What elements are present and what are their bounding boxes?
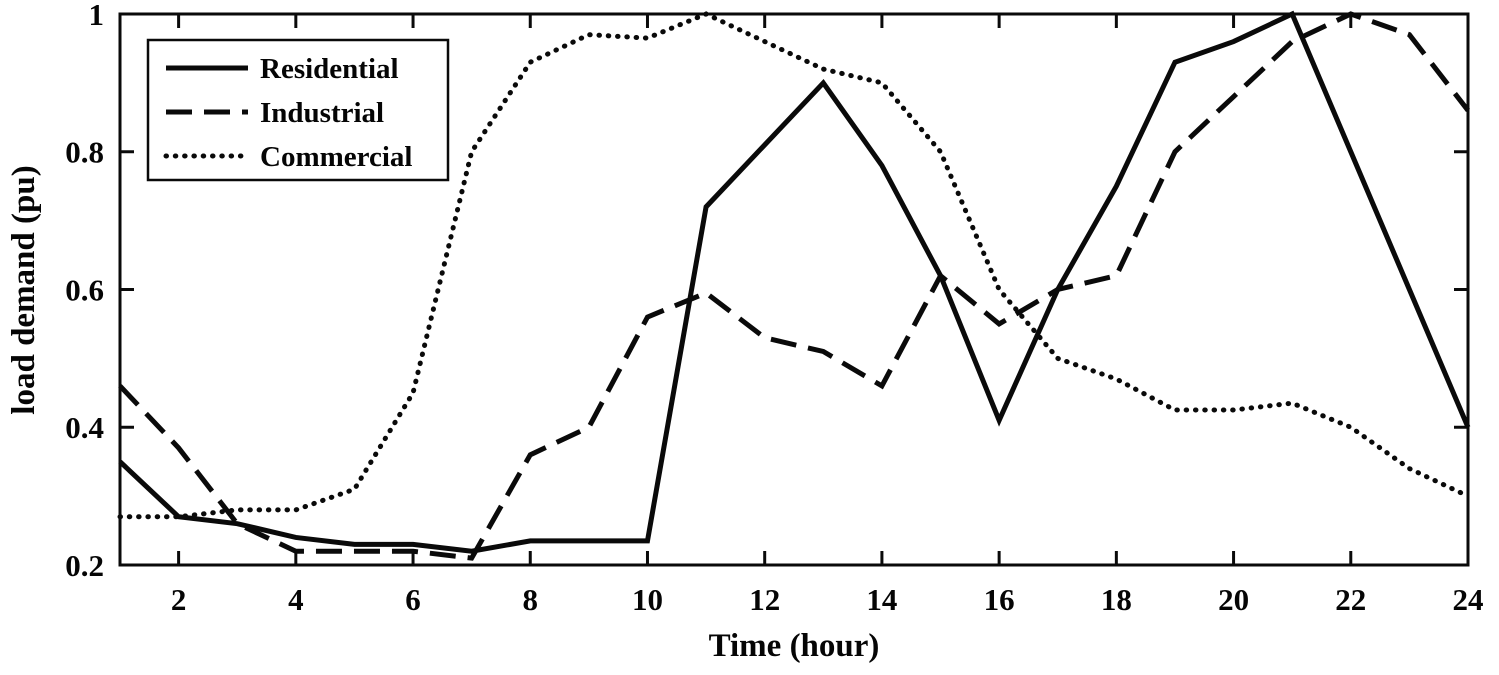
y-axis: 0.2 0.4 0.6 0.8 1 [65,0,1468,583]
x-axis-label: Time (hour) [709,628,880,664]
y-tick-label: 0.2 [65,548,104,583]
legend-label-commercial: Commercial [260,141,412,173]
x-tick-label: 10 [632,582,663,617]
x-tick-label: 20 [1218,582,1249,617]
legend-box [146,38,450,182]
chart-layers: 2 4 6 8 10 12 14 16 18 20 22 240.20.40.60.81Residen… [65,0,1483,617]
x-tick-label: 6 [405,582,421,617]
series-commercial [117,11,1471,520]
y-tick-label: 0.8 [65,135,104,170]
y-tick-label: 0.6 [65,272,104,307]
y-tick-label: 0.4 [65,410,104,445]
x-tick-label: 8 [523,582,539,617]
x-tick-label: 4 [288,582,304,617]
x-tick-label: 2 [171,582,187,617]
x-tick-label: 14 [866,582,897,617]
x-axis: 2 4 6 8 10 12 14 16 18 20 22 24 [171,14,1484,617]
x-tick-label: 18 [1101,582,1132,617]
series-industrial [118,11,1470,561]
legend-label-industrial: Industrial [260,97,384,129]
legend: Residential Industrial Commercial [146,38,450,182]
series-residential [118,10,1471,554]
legend-label-residential: Residential [260,53,399,85]
y-tick-label: 1 [89,0,105,32]
x-tick-label: 24 [1453,582,1484,617]
y-axis-label: load demand (pu) [6,165,42,414]
x-tick-label: 22 [1335,582,1366,617]
x-tick-label: 16 [984,582,1015,617]
x-tick-label: 12 [749,582,780,617]
